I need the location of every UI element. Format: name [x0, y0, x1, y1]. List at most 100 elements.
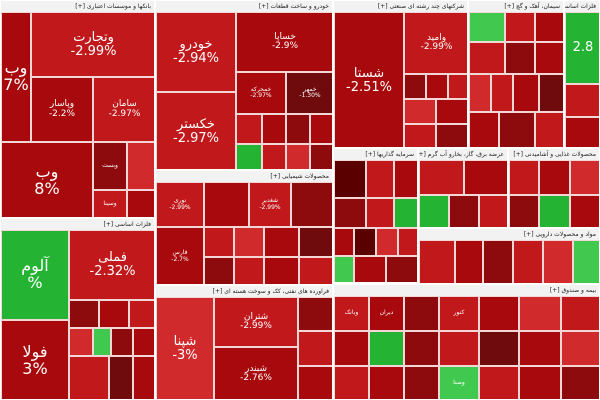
tile[interactable]: کنور [439, 296, 479, 331]
tile[interactable]: شبندر -2.76% [214, 347, 298, 399]
tile[interactable] [262, 144, 286, 169]
tile[interactable] [204, 257, 234, 284]
tile[interactable]: وپاسار -2.2% [31, 77, 93, 142]
tile[interactable]: وبانک [334, 296, 369, 331]
tile[interactable] [539, 195, 570, 227]
tile[interactable] [310, 114, 332, 144]
sector-trade[interactable]: عرضه برق، گاز، بخارو آب گرم [+] [418, 148, 508, 228]
tile[interactable] [404, 296, 439, 331]
tile[interactable] [419, 195, 449, 227]
tile[interactable] [310, 144, 332, 169]
tile[interactable] [509, 160, 539, 195]
tile[interactable] [129, 300, 154, 328]
tile[interactable] [398, 228, 417, 256]
tile[interactable] [573, 240, 599, 283]
sector-eng[interactable]: محصولات غذایی و آشامیدنی [+] [508, 148, 600, 228]
tile[interactable] [479, 331, 519, 366]
tile[interactable]: فارس -2.7% [156, 227, 204, 284]
tile[interactable] [298, 297, 332, 331]
tile[interactable] [264, 257, 299, 284]
sector-invest[interactable]: سرمایه گذاریها [+] [333, 148, 418, 283]
tile[interactable] [449, 195, 479, 227]
sector-bank[interactable]: بانکها و موسسات اعتباری [+] وب 7% وتجارت… [0, 0, 155, 218]
tile[interactable] [479, 296, 519, 331]
tile[interactable] [469, 112, 499, 147]
tile[interactable]: نوری -2.99% [156, 182, 204, 227]
tile[interactable] [535, 112, 563, 147]
tile[interactable] [426, 74, 448, 99]
tile[interactable] [127, 142, 154, 190]
tile[interactable]: وبست [93, 142, 127, 190]
tile[interactable] [69, 356, 109, 399]
tile[interactable] [109, 356, 133, 399]
sector-cement[interactable]: سیمان، آهک و گچ [+] [468, 0, 564, 148]
tile[interactable] [111, 328, 133, 356]
tile[interactable] [561, 366, 599, 399]
tile[interactable] [483, 240, 513, 283]
tile[interactable] [499, 112, 535, 147]
tile[interactable] [354, 256, 386, 282]
tile[interactable] [298, 366, 332, 399]
tile[interactable]: شپنا -3% [156, 297, 214, 399]
sector-auto[interactable]: خودرو و ساخت قطعات [+] خودرو -2.94% خساپ… [155, 0, 333, 170]
tile[interactable] [513, 74, 539, 112]
tile[interactable] [394, 198, 417, 228]
tile[interactable] [505, 12, 535, 42]
tile[interactable]: وامید -2.99% [404, 12, 467, 74]
tile[interactable] [439, 331, 479, 366]
tile[interactable] [448, 74, 467, 99]
tile[interactable] [479, 366, 519, 399]
tile[interactable] [436, 99, 467, 124]
tile[interactable] [262, 114, 286, 144]
tile[interactable] [366, 160, 394, 198]
sector-chem[interactable]: شرکتهای چند رشته ای صنعتی [+] شستا -2.51… [333, 0, 468, 148]
tile[interactable] [286, 144, 310, 169]
tile[interactable] [561, 296, 599, 331]
tile[interactable]: خساپا -2.9% [236, 12, 332, 72]
tile[interactable]: وب 8% [1, 142, 93, 217]
tile[interactable] [519, 331, 561, 366]
tile[interactable] [404, 124, 436, 147]
sector-finance[interactable]: فراورده های نفتی، کک و سوخت هسته ای [+] … [155, 285, 333, 400]
tile[interactable] [404, 74, 426, 99]
tile[interactable] [99, 300, 129, 328]
tile[interactable] [299, 227, 332, 257]
tile[interactable] [334, 228, 354, 256]
tile[interactable]: خکستر -2.97% [156, 92, 236, 169]
tile[interactable] [469, 42, 505, 74]
tile[interactable] [236, 144, 262, 169]
tile[interactable] [509, 195, 539, 227]
sector-pharma[interactable]: مواد و محصولات دارویی [+] [418, 228, 600, 284]
tile[interactable] [539, 74, 563, 112]
tile[interactable]: فولا 3% [1, 320, 69, 399]
tile[interactable] [354, 228, 376, 256]
tile[interactable] [570, 195, 599, 227]
tile[interactable] [127, 190, 154, 217]
tile[interactable]: 2.8 [565, 12, 599, 84]
tile[interactable] [479, 195, 507, 227]
sector-right1[interactable]: فلزات اساسی [+] 2.8 [564, 0, 600, 148]
tile[interactable] [455, 240, 483, 283]
tile[interactable]: خمحرکه -2.97% [236, 72, 286, 114]
tile[interactable] [404, 331, 439, 366]
tile[interactable]: شتران -2.99% [214, 297, 298, 347]
tile[interactable] [535, 12, 563, 42]
tile[interactable] [334, 256, 354, 282]
tile[interactable] [334, 331, 369, 366]
tile[interactable]: خودرو -2.94% [156, 12, 236, 92]
tile[interactable] [535, 42, 563, 74]
tile[interactable] [334, 366, 369, 399]
tile[interactable] [513, 240, 543, 283]
tile[interactable] [519, 366, 561, 399]
tile[interactable]: شغدیر -2.99% [249, 182, 291, 227]
tile[interactable]: سامان -2.97% [93, 77, 154, 142]
tile[interactable]: وب 7% [1, 12, 31, 142]
tile[interactable] [539, 160, 570, 195]
tile[interactable] [69, 300, 99, 328]
tile[interactable]: وتجارت -2.99% [31, 12, 154, 77]
tile[interactable] [69, 328, 93, 356]
tile[interactable] [234, 227, 264, 257]
tile[interactable] [334, 198, 366, 228]
tile[interactable] [299, 257, 332, 284]
tile[interactable] [376, 228, 398, 256]
